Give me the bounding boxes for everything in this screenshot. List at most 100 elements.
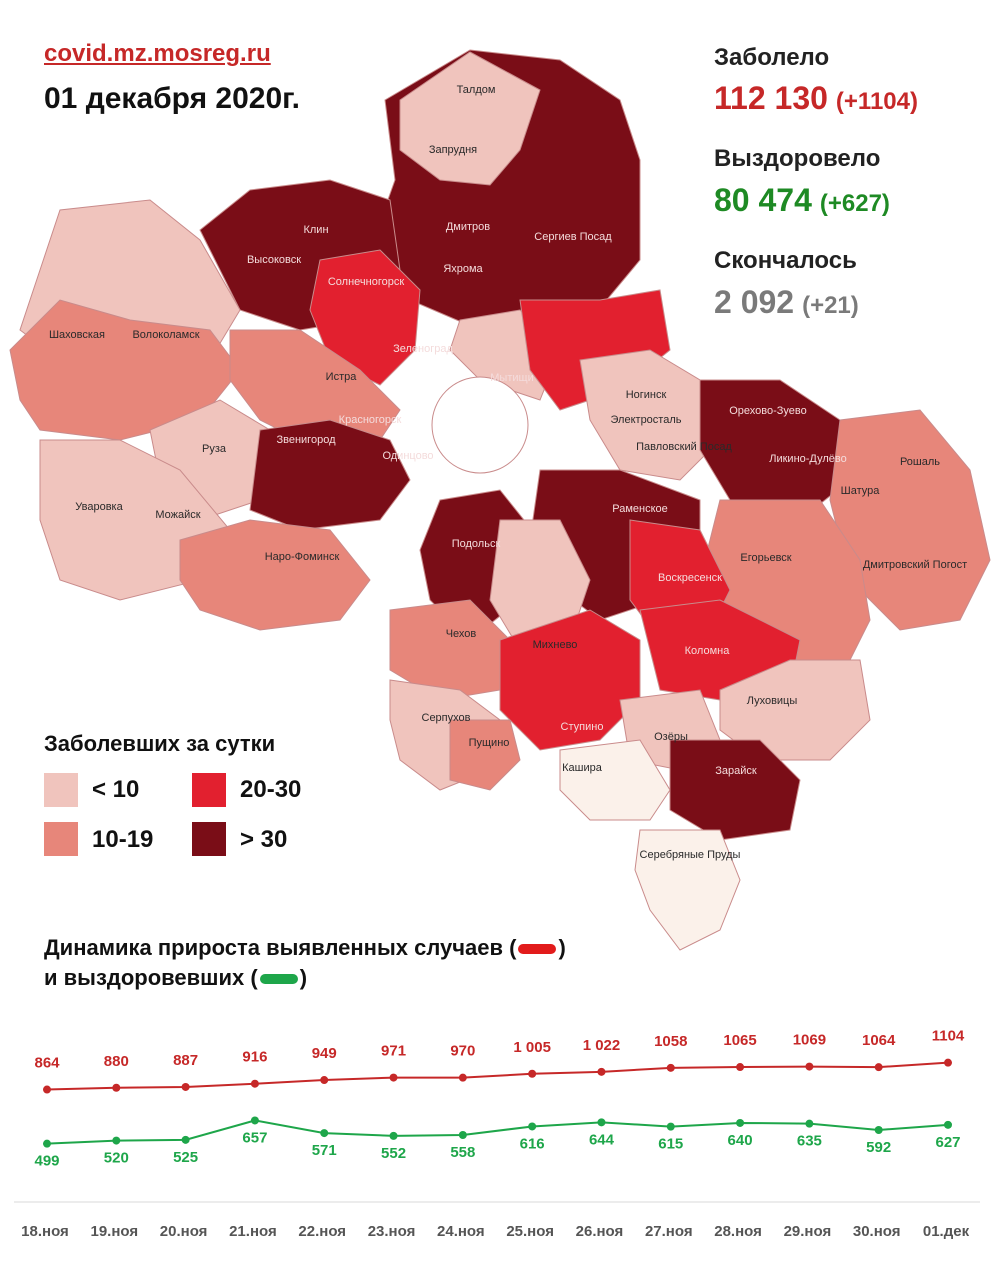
legend-label-20-30: 20-30 <box>240 776 302 803</box>
legend-label-gt30: > 30 <box>240 826 288 853</box>
region-map: Талдом Запрудня Дмитров Яхрома Сергиев Посад… <box>9 49 991 951</box>
recovered-point <box>944 1120 952 1129</box>
legend-label-10-19: 10-19 <box>92 826 154 853</box>
map-label: Наро-Фоминск <box>265 551 340 563</box>
region-noginsk <box>579 349 721 481</box>
recovered-point <box>666 1122 675 1131</box>
report-date: 01 декабря 2020г. <box>44 82 300 115</box>
chart-title-line1: Динамика прироста выявленных случаев () <box>44 933 566 963</box>
map-label: Орехово-Зуево <box>729 405 807 417</box>
legend-swatch-gt30 <box>192 822 226 856</box>
recovered-point <box>320 1129 329 1138</box>
x-tick-label: 21.ноя <box>229 1223 277 1240</box>
cases-point <box>458 1073 467 1082</box>
x-tick-label: 19.ноя <box>90 1223 138 1240</box>
map-label: Ступино <box>561 721 604 733</box>
x-tick-label: 30.ноя <box>853 1223 901 1240</box>
sick-label: Заболело <box>714 44 830 71</box>
region-volokolamsk <box>9 299 241 441</box>
map-label: Серпухов <box>422 712 471 724</box>
recovered-value: 80 474 <box>714 182 812 218</box>
chart-title-text1: Динамика прироста выявленных случаев ( <box>44 935 517 960</box>
cases-point <box>874 1063 883 1072</box>
recovered-point <box>112 1136 121 1145</box>
cases-point <box>666 1063 675 1072</box>
cases-data-label: 1 005 <box>513 1039 551 1056</box>
recovered-data-label: 558 <box>450 1144 475 1161</box>
legend-swatch-lt10 <box>44 773 78 807</box>
map-label: Красногорск <box>339 414 402 426</box>
cases-data-label: 1065 <box>723 1032 756 1049</box>
map-label: Коломна <box>685 645 731 657</box>
region-solnechnogorsk <box>309 249 421 386</box>
recovered-point <box>528 1122 537 1131</box>
map-label: Запрудня <box>429 144 477 156</box>
chart-title-end1: ) <box>558 935 566 960</box>
region-kashira <box>559 739 671 821</box>
died-stat: 2 092 (+21) <box>714 284 859 321</box>
x-tick-label: 26.ноя <box>576 1223 624 1240</box>
recovered-data-label: 657 <box>242 1129 267 1146</box>
map-label: Пущино <box>469 737 510 749</box>
cases-point <box>944 1058 952 1067</box>
map-label: Подольск <box>452 538 501 550</box>
legend-title: Заболевших за сутки <box>44 731 276 756</box>
x-tick-label: 22.ноя <box>298 1223 346 1240</box>
recovered-data-label: 616 <box>520 1135 545 1152</box>
map-label: Павловский Посад <box>636 441 732 453</box>
recovered-point <box>736 1118 745 1127</box>
map-label: Уваровка <box>75 501 123 513</box>
cases-point <box>389 1073 398 1082</box>
x-tick-label: 01.дек <box>923 1223 970 1240</box>
recovered-point <box>805 1119 814 1128</box>
map-label: Сергиев Посад <box>534 231 612 243</box>
x-tick-label: 27.ноя <box>645 1223 693 1240</box>
cases-line <box>46 1061 949 1091</box>
map-label: Солнечногорск <box>328 276 404 288</box>
recovered-data-label: 644 <box>589 1131 615 1148</box>
map-label: Высоковск <box>247 254 301 266</box>
cases-data-label: 971 <box>381 1043 406 1060</box>
map-label: Волоколамск <box>132 329 199 341</box>
x-tick-label: 20.ноя <box>160 1223 208 1240</box>
region-taldom <box>399 51 541 186</box>
recovered-data-label: 520 <box>104 1150 129 1167</box>
source-link[interactable]: covid.mz.mosreg.ru <box>44 40 271 67</box>
map-label: Можайск <box>155 509 200 521</box>
x-tick-label: 18.ноя <box>21 1223 69 1240</box>
map-regions <box>9 49 991 951</box>
x-tick-label: 29.ноя <box>784 1223 832 1240</box>
region-zvenigorod <box>249 419 411 531</box>
map-label: Зеленоград <box>393 343 453 355</box>
map-label: Руза <box>202 443 227 455</box>
region-naro-fominsk <box>179 519 371 631</box>
recovered-delta: (+627) <box>819 190 890 217</box>
cases-data-label: 1064 <box>862 1032 896 1049</box>
map-label: Ликино-Дулёво <box>769 453 847 465</box>
recovered-stat: 80 474 (+627) <box>714 182 890 219</box>
recovered-line <box>46 1119 949 1145</box>
cases-point <box>320 1076 329 1085</box>
legend-swatch-10-19 <box>44 822 78 856</box>
trend-chart: 864 880 887 916 949 971 970 1 005 1 022 1058 1065 1… <box>14 1028 980 1240</box>
recovered-legend-marker <box>259 974 298 985</box>
region-pushchino <box>449 719 521 791</box>
map-label: Кашира <box>562 762 603 774</box>
map-label: Луховицы <box>747 695 798 707</box>
recovered-point <box>389 1131 398 1140</box>
map-label: Егорьевск <box>740 552 791 564</box>
cases-data-label: 1104 <box>932 1028 965 1045</box>
map-label: Клин <box>303 224 328 236</box>
recovered-data-label: 615 <box>658 1136 683 1153</box>
cases-point <box>250 1079 259 1088</box>
cases-point <box>805 1062 814 1071</box>
recovered-data-label: 627 <box>935 1134 960 1151</box>
recovered-data-label: 552 <box>381 1145 406 1162</box>
map-label: Рошаль <box>900 456 940 468</box>
cases-data-label: 916 <box>242 1049 267 1066</box>
recovered-point <box>43 1139 51 1148</box>
map-label: Звенигород <box>276 434 336 446</box>
recovered-point <box>181 1135 190 1144</box>
legend-swatch-20-30 <box>192 773 226 807</box>
map-label: Мытищи <box>490 372 533 384</box>
